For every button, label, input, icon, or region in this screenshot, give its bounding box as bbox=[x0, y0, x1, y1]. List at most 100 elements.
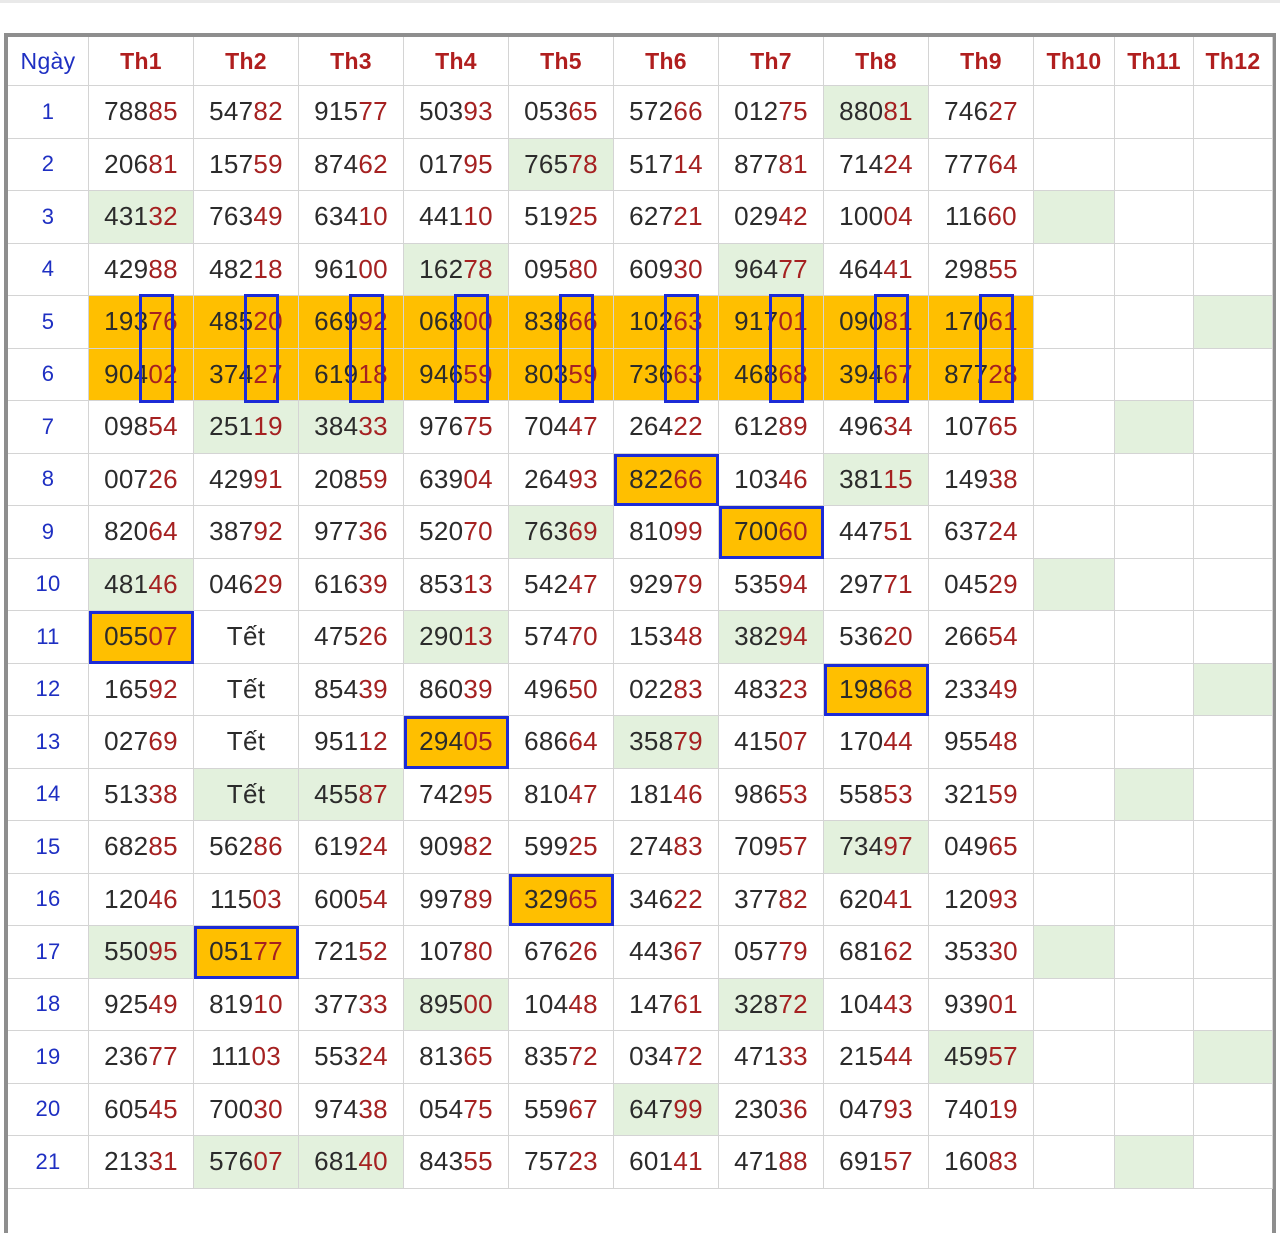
result-cell: 206 81 bbox=[89, 138, 194, 191]
result-prefix: 517 bbox=[629, 148, 674, 179]
result-cell: 822 66 bbox=[614, 453, 719, 506]
result-last-two-digits: 31 bbox=[148, 1146, 178, 1177]
result-last-two-digits: 77 bbox=[778, 253, 808, 284]
result-cell: 853 13 bbox=[404, 558, 509, 611]
result-last-two-digits: 83 bbox=[673, 831, 703, 862]
result-cell: 803 59 bbox=[509, 348, 614, 401]
day-cell: 6 bbox=[8, 348, 89, 401]
result-cell: 107 80 bbox=[404, 926, 509, 979]
result-last-two-digits: 36 bbox=[778, 1093, 808, 1124]
result-cell: 149 38 bbox=[929, 453, 1034, 506]
result-cell: 447 51 bbox=[824, 506, 929, 559]
day-cell: 4 bbox=[8, 243, 89, 296]
day-cell: 7 bbox=[8, 401, 89, 454]
result-last-two-digits: 46 bbox=[148, 883, 178, 914]
result-last-two-digits: 50 bbox=[568, 673, 598, 704]
result-prefix: 054 bbox=[419, 1093, 464, 1124]
result-cell bbox=[1115, 821, 1194, 874]
result-last-two-digits: 44 bbox=[883, 726, 913, 757]
result-prefix: 520 bbox=[419, 516, 464, 547]
result-cell bbox=[1115, 1031, 1194, 1084]
result-cell: 704 47 bbox=[509, 401, 614, 454]
result-last-two-digits: 75 bbox=[778, 96, 808, 127]
result-last-two-digits: 14 bbox=[673, 148, 703, 179]
result-last-two-digits: 70 bbox=[463, 516, 493, 547]
result-last-two-digits: 00 bbox=[463, 306, 493, 337]
result-prefix: 475 bbox=[314, 621, 359, 652]
result-prefix: 111 bbox=[211, 1041, 252, 1072]
result-cell bbox=[1034, 1031, 1115, 1084]
result-cell: 616 39 bbox=[299, 558, 404, 611]
result-cell bbox=[1034, 873, 1115, 926]
result-cell: 098 54 bbox=[89, 401, 194, 454]
result-cell: 742 95 bbox=[404, 768, 509, 821]
result-prefix: 616 bbox=[314, 568, 359, 599]
result-cell: 381 15 bbox=[824, 453, 929, 506]
result-prefix: 964 bbox=[734, 253, 779, 284]
result-last-two-digits: 59 bbox=[988, 778, 1018, 809]
result-prefix: 429 bbox=[209, 463, 254, 494]
result-last-two-digits: 51 bbox=[883, 516, 913, 547]
result-prefix: 553 bbox=[314, 1041, 359, 1072]
result-last-two-digits: 82 bbox=[463, 831, 493, 862]
result-cell: 027 69 bbox=[89, 716, 194, 769]
result-cell: 612 89 bbox=[719, 401, 824, 454]
result-prefix: 157 bbox=[209, 148, 254, 179]
result-prefix: 007 bbox=[104, 463, 149, 494]
result-last-two-digits: 77 bbox=[253, 936, 283, 967]
result-cell: 601 41 bbox=[614, 1136, 719, 1189]
result-prefix: 290 bbox=[419, 621, 464, 652]
result-cell: 095 80 bbox=[509, 243, 614, 296]
day-cell: 18 bbox=[8, 978, 89, 1031]
result-last-two-digits: 21 bbox=[673, 201, 703, 232]
day-cell: 3 bbox=[8, 191, 89, 244]
result-last-two-digits: 10 bbox=[463, 201, 493, 232]
result-cell: 746 27 bbox=[929, 86, 1034, 139]
day-cell: 13 bbox=[8, 716, 89, 769]
result-prefix: 481 bbox=[104, 568, 149, 599]
result-last-two-digits: 79 bbox=[778, 936, 808, 967]
result-last-two-digits: 81 bbox=[778, 148, 808, 179]
result-cell: 915 77 bbox=[299, 86, 404, 139]
result-prefix: 298 bbox=[944, 253, 989, 284]
result-prefix: 098 bbox=[104, 411, 149, 442]
result-prefix: 503 bbox=[419, 96, 464, 127]
result-last-two-digits: 86 bbox=[253, 831, 283, 862]
result-cell bbox=[1194, 558, 1273, 611]
result-cell: 429 91 bbox=[194, 453, 299, 506]
result-last-two-digits: 42 bbox=[778, 201, 808, 232]
result-prefix: 049 bbox=[944, 831, 989, 862]
result-prefix: 170 bbox=[839, 726, 884, 757]
result-prefix: 997 bbox=[419, 883, 464, 914]
day-cell: 5 bbox=[8, 296, 89, 349]
result-cell: 736 63 bbox=[614, 348, 719, 401]
result-last-two-digits: 10 bbox=[358, 201, 388, 232]
result-prefix: 877 bbox=[734, 148, 779, 179]
result-cell bbox=[1194, 716, 1273, 769]
result-last-two-digits: 39 bbox=[358, 568, 388, 599]
result-cell bbox=[1034, 558, 1115, 611]
result-cell bbox=[1115, 873, 1194, 926]
result-last-two-digits: 38 bbox=[988, 463, 1018, 494]
day-cell: 14 bbox=[8, 768, 89, 821]
result-cell bbox=[1034, 768, 1115, 821]
result-cell: 104 43 bbox=[824, 978, 929, 1031]
day-cell: 12 bbox=[8, 663, 89, 716]
result-prefix: 788 bbox=[104, 96, 149, 127]
result-last-two-digits: 28 bbox=[988, 358, 1018, 389]
result-cell bbox=[1194, 453, 1273, 506]
result-cell: 483 23 bbox=[719, 663, 824, 716]
result-prefix: 714 bbox=[839, 148, 884, 179]
header-th8: Th8 bbox=[824, 37, 929, 86]
result-last-two-digits: 78 bbox=[463, 253, 493, 284]
result-prefix: 819 bbox=[209, 988, 254, 1019]
header-th4: Th4 bbox=[404, 37, 509, 86]
result-last-two-digits: 33 bbox=[358, 988, 388, 1019]
result-prefix: 620 bbox=[839, 883, 884, 914]
result-last-two-digits: 69 bbox=[148, 726, 178, 757]
result-last-two-digits: 93 bbox=[883, 1093, 913, 1124]
result-cell bbox=[1034, 86, 1115, 139]
result-cell bbox=[1115, 1136, 1194, 1189]
result-prefix: 057 bbox=[734, 936, 779, 967]
result-prefix: 669 bbox=[314, 306, 359, 337]
